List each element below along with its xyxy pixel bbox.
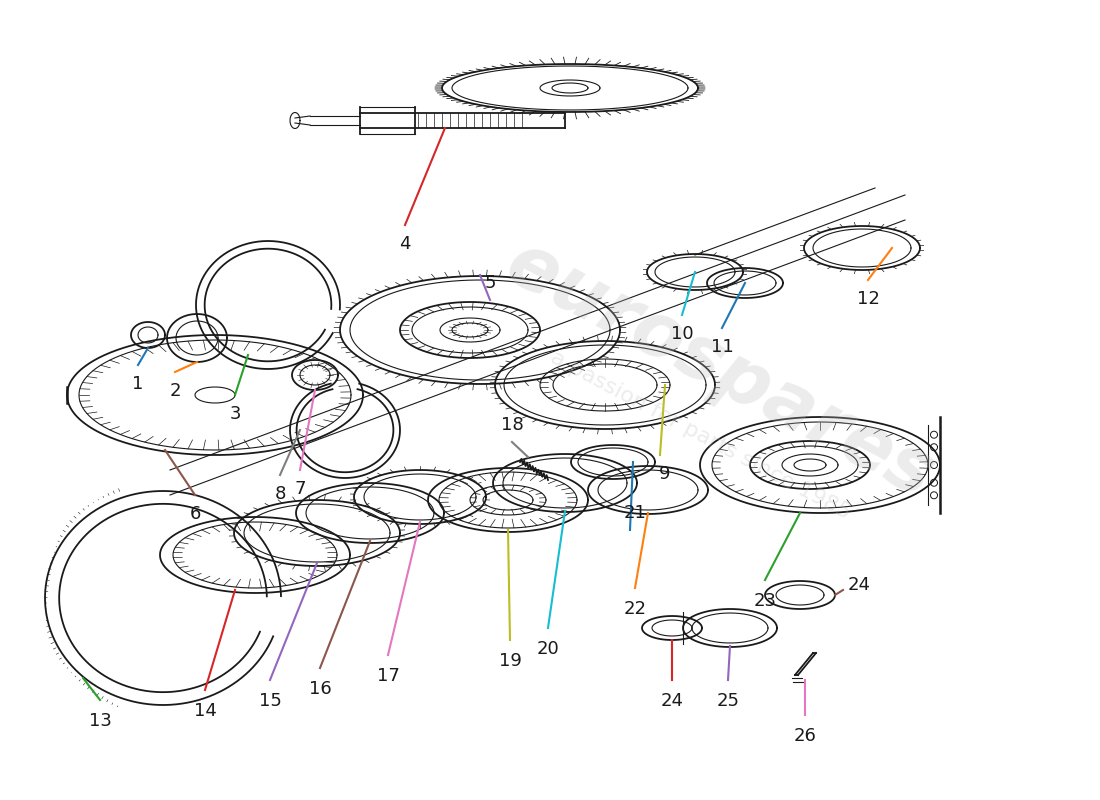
Text: 24: 24	[848, 576, 871, 594]
Text: 8: 8	[274, 485, 286, 503]
Text: 12: 12	[857, 290, 879, 308]
Text: 6: 6	[189, 505, 200, 523]
Text: 23: 23	[754, 592, 777, 610]
Text: 20: 20	[537, 640, 560, 658]
Text: 25: 25	[716, 692, 739, 710]
Text: 7: 7	[295, 480, 306, 498]
Text: a passion for parts since 1985: a passion for parts since 1985	[547, 347, 854, 523]
Text: 2: 2	[169, 382, 180, 400]
Text: 15: 15	[258, 692, 282, 710]
Text: 13: 13	[89, 712, 111, 730]
Text: 5: 5	[484, 274, 496, 292]
Text: eurospares: eurospares	[494, 226, 946, 514]
Text: 3: 3	[229, 405, 241, 423]
Text: 18: 18	[500, 416, 524, 434]
Text: 19: 19	[498, 652, 521, 670]
Text: 14: 14	[194, 702, 217, 720]
Text: 22: 22	[624, 600, 647, 618]
Text: 9: 9	[659, 465, 671, 483]
Text: 21: 21	[624, 504, 647, 522]
Text: 24: 24	[660, 692, 683, 710]
Text: 17: 17	[376, 667, 399, 685]
Text: 10: 10	[671, 325, 693, 343]
Text: 11: 11	[711, 338, 734, 356]
Text: 1: 1	[132, 375, 144, 393]
Text: 4: 4	[399, 235, 410, 253]
Text: 16: 16	[309, 680, 331, 698]
Text: 26: 26	[793, 727, 816, 745]
